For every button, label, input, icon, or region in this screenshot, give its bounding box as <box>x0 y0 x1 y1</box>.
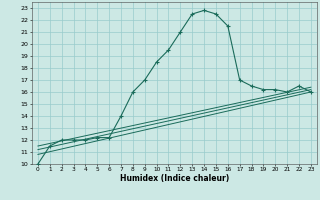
X-axis label: Humidex (Indice chaleur): Humidex (Indice chaleur) <box>120 174 229 183</box>
